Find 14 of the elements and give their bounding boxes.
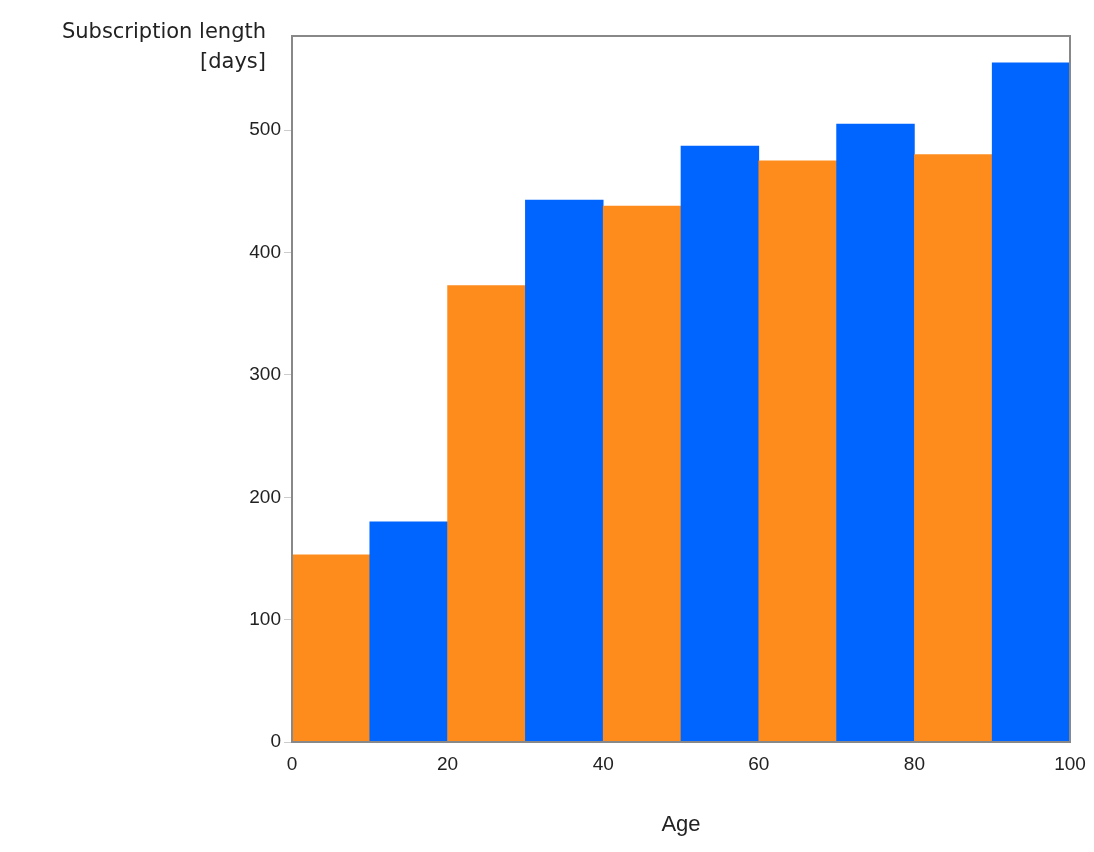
- x-axis-title: Age: [661, 810, 701, 836]
- y-tick-label: 100: [249, 607, 281, 629]
- x-tick-label: 80: [903, 752, 925, 774]
- y-tick-label: 0: [270, 730, 281, 752]
- x-tick-label: 60: [748, 752, 770, 774]
- y-tick-label: 400: [249, 240, 281, 262]
- x-tick-label: 0: [286, 752, 298, 774]
- y-tick-label: 300: [249, 363, 281, 385]
- y-axis-title: Subscription length [days]: [60, 18, 266, 75]
- x-tick-label: 100: [1054, 752, 1086, 774]
- y-tick-label: 200: [249, 485, 281, 507]
- x-tick-label: 40: [592, 752, 614, 774]
- x-tick-label: 20: [437, 752, 459, 774]
- y-tick-label: 500: [249, 118, 281, 140]
